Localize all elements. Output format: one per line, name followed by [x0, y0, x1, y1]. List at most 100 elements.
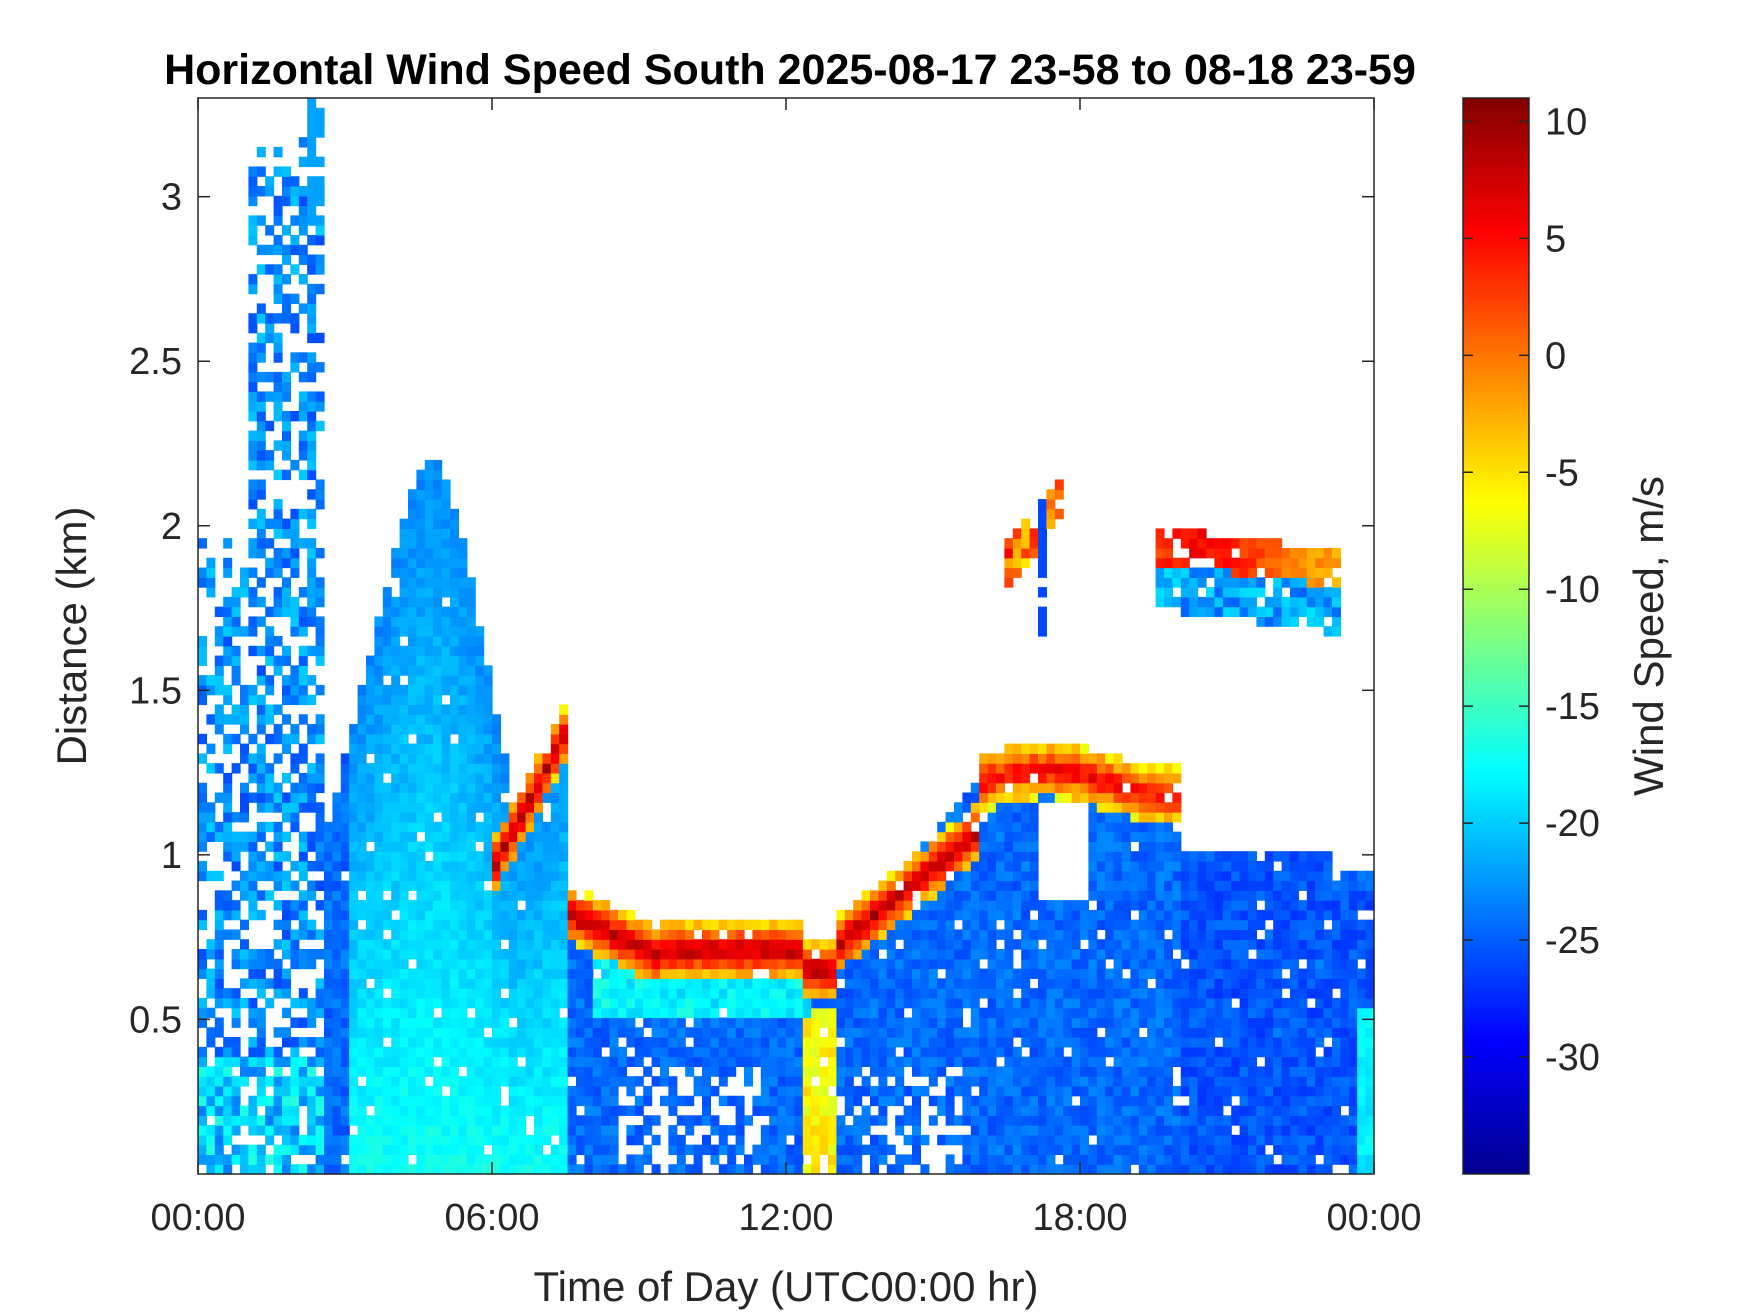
heatmap-cell — [853, 1017, 863, 1028]
heatmap-cell — [265, 782, 275, 794]
heatmap-cell — [1029, 1027, 1039, 1038]
heatmap-cell — [475, 851, 485, 862]
heatmap-cell — [710, 1007, 720, 1019]
heatmap-cell — [282, 469, 291, 481]
heatmap-cell — [1264, 1164, 1274, 1175]
heatmap-cell — [1222, 909, 1232, 921]
heatmap-cell — [1180, 538, 1190, 549]
heatmap-cell — [836, 988, 846, 999]
heatmap-cell — [1046, 1134, 1056, 1146]
heatmap-cell — [441, 1095, 451, 1107]
heatmap-cell — [962, 968, 972, 979]
heatmap-cell — [1054, 1007, 1064, 1019]
heatmap-cell — [256, 860, 266, 872]
heatmap-cell — [273, 283, 283, 295]
heatmap-cell — [786, 1164, 795, 1175]
heatmap-cell — [223, 557, 233, 569]
heatmap-cell — [1155, 1144, 1165, 1156]
heatmap-cell — [534, 1066, 543, 1077]
heatmap-cell — [391, 919, 401, 931]
heatmap-cell — [769, 929, 779, 940]
heatmap-cell — [1239, 988, 1249, 999]
heatmap-cell — [475, 684, 485, 696]
heatmap-cell — [382, 1007, 392, 1019]
heatmap-cell — [1206, 1085, 1215, 1097]
heatmap-cell — [1105, 1027, 1115, 1038]
heatmap-cell — [618, 929, 627, 940]
heatmap-cell — [643, 1046, 653, 1058]
heatmap-cell — [1214, 538, 1224, 549]
heatmap-cell — [1239, 968, 1249, 979]
heatmap-cell — [1004, 831, 1014, 843]
heatmap-cell — [1256, 538, 1266, 549]
heatmap-cell — [920, 919, 930, 931]
heatmap-cell — [399, 1134, 409, 1146]
heatmap-cell — [542, 997, 552, 1009]
heatmap-cell — [525, 1056, 535, 1067]
heatmap-cell — [1012, 802, 1022, 813]
heatmap-cell — [777, 939, 787, 950]
heatmap-cell — [962, 1095, 972, 1107]
heatmap-cell — [836, 1066, 846, 1077]
heatmap-cell — [550, 782, 560, 794]
heatmap-cell — [475, 1046, 485, 1058]
heatmap-cell — [450, 782, 459, 794]
heatmap-cell — [441, 860, 451, 872]
heatmap-cell — [273, 391, 283, 402]
heatmap-cell — [298, 587, 308, 598]
heatmap-cell — [534, 782, 543, 794]
heatmap-cell — [525, 772, 535, 784]
heatmap-cell — [391, 724, 401, 735]
heatmap-cell — [1038, 1046, 1047, 1058]
heatmap-cell — [408, 1125, 417, 1136]
heatmap-cell — [290, 792, 300, 803]
heatmap-cell — [517, 1164, 527, 1175]
heatmap-cell — [408, 763, 417, 774]
heatmap-cell — [450, 567, 459, 578]
heatmap-cell — [1088, 860, 1098, 872]
heatmap-cell — [391, 567, 401, 578]
heatmap-cell — [1248, 1154, 1257, 1165]
heatmap-cell — [819, 939, 829, 950]
heatmap-cell — [1248, 880, 1257, 891]
heatmap-cell — [534, 792, 543, 803]
heatmap-cell — [198, 841, 207, 852]
heatmap-cell — [248, 587, 258, 598]
heatmap-cell — [920, 997, 930, 1009]
heatmap-cell — [685, 1125, 695, 1136]
heatmap-cell — [1222, 1134, 1232, 1146]
heatmap-cell — [382, 1125, 392, 1136]
heatmap-cell — [1239, 1076, 1249, 1087]
heatmap-cell — [424, 733, 434, 745]
heatmap-cell — [282, 812, 291, 823]
heatmap-cell — [1256, 1164, 1266, 1175]
heatmap-cell — [1071, 1007, 1081, 1019]
heatmap-cell — [282, 450, 291, 461]
heatmap-cell — [987, 841, 997, 852]
heatmap-cell — [861, 890, 871, 901]
heatmap-cell — [1071, 1085, 1081, 1097]
heatmap-cell — [231, 1085, 241, 1097]
heatmap-cell — [643, 958, 653, 970]
heatmap-cell — [559, 743, 569, 754]
heatmap-cell — [744, 1056, 753, 1067]
heatmap-cell — [542, 890, 552, 901]
heatmap-cell — [1122, 1105, 1131, 1116]
heatmap-cell — [1231, 919, 1241, 931]
heatmap-cell — [424, 1066, 434, 1077]
heatmap-cell — [391, 733, 401, 745]
heatmap-cell — [298, 450, 308, 461]
heatmap-cell — [1088, 968, 1098, 979]
heatmap-cell — [1239, 909, 1249, 921]
heatmap-cell — [1138, 831, 1148, 843]
heatmap-cell — [1021, 988, 1031, 999]
heatmap-cell — [542, 851, 552, 862]
heatmap-cell — [962, 978, 972, 989]
heatmap-cell — [592, 1125, 602, 1136]
heatmap-cell — [273, 978, 283, 989]
heatmap-cell — [802, 939, 812, 950]
heatmap-cell — [844, 1095, 854, 1107]
heatmap-cell — [508, 958, 518, 970]
heatmap-cell — [903, 1046, 913, 1058]
heatmap-cell — [466, 1105, 476, 1116]
